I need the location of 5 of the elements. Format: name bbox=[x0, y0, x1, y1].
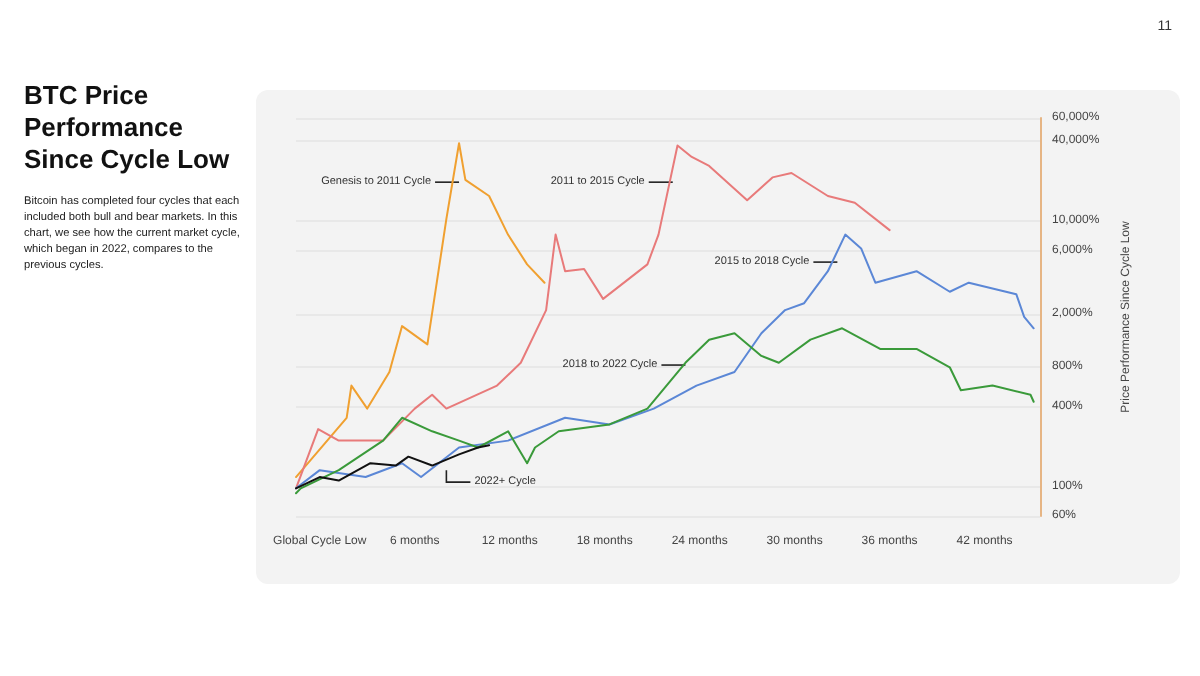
line-series bbox=[295, 144, 891, 490]
line-series bbox=[295, 233, 1035, 490]
chart-title: BTC Price Performance Since Cycle Low bbox=[24, 80, 232, 176]
line-series bbox=[295, 142, 546, 479]
line-series bbox=[295, 327, 1035, 495]
